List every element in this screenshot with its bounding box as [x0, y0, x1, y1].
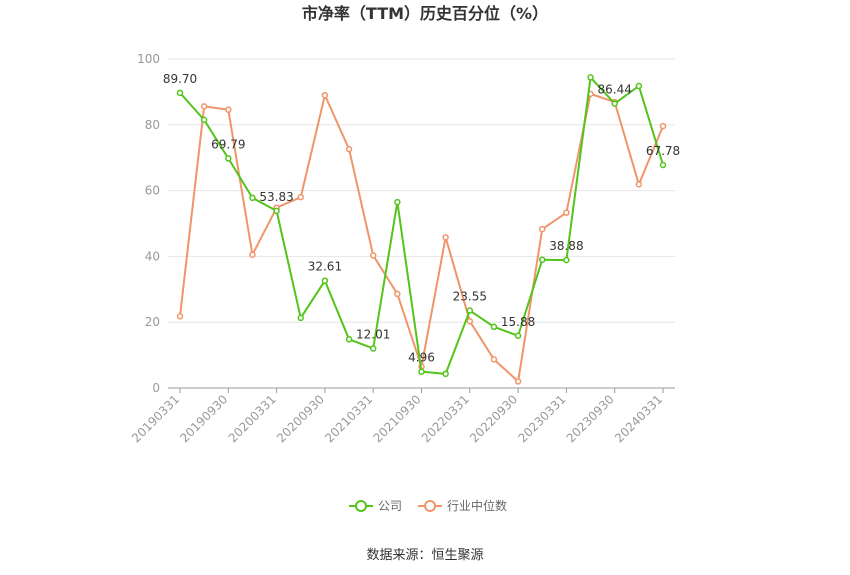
series-line	[179, 92, 664, 383]
data-point	[176, 89, 184, 97]
data-point	[587, 74, 594, 81]
legend: 公司 行业中位数	[349, 498, 507, 513]
data-point	[176, 313, 184, 320]
x-tick-label: 20190930	[177, 392, 230, 445]
data-label: 15.88	[501, 315, 535, 329]
y-tick-label: 80	[145, 118, 160, 132]
data-label: 89.70	[163, 72, 197, 86]
data-label: 86.44	[598, 83, 632, 97]
x-tick-label: 20230331	[515, 392, 568, 445]
data-label: 23.55	[453, 290, 487, 304]
data-point	[466, 317, 474, 325]
data-point	[225, 106, 232, 113]
data-point	[611, 100, 618, 107]
x-tick-label: 20210331	[322, 392, 375, 445]
y-tick-label: 40	[145, 249, 160, 263]
legend-marker	[355, 500, 367, 512]
x-tick-label: 20200930	[274, 392, 327, 445]
legend-label: 公司	[378, 499, 402, 513]
data-point	[369, 252, 377, 259]
y-tick-label: 100	[137, 52, 160, 66]
data-label: 53.83	[259, 190, 293, 204]
y-tick-label: 0	[152, 381, 160, 395]
data-point	[297, 193, 304, 201]
x-tick-label: 20240331	[612, 392, 665, 445]
data-point	[490, 356, 498, 363]
data-point	[345, 145, 353, 153]
data-point	[563, 209, 570, 216]
data-point	[466, 307, 474, 314]
data-point	[273, 207, 280, 215]
axes: 0 20 40 60 80 100 2019033120190930202003312020…	[129, 52, 675, 445]
data-point	[249, 251, 256, 259]
x-tick-label: 20200331	[226, 392, 279, 445]
x-tick-label: 20210930	[371, 392, 424, 445]
source-note: 数据来源：恒生聚源	[366, 548, 483, 563]
data-point	[490, 323, 498, 331]
data-point	[394, 290, 401, 298]
data-labels: 89.70 69.79 53.83 32.61 12.01 4.96 23.55 15.88 3…	[163, 72, 680, 365]
x-tick-label: 20220331	[419, 392, 472, 445]
data-label: 38.88	[549, 239, 583, 253]
y-tick-label: 20	[145, 315, 160, 329]
data-point	[563, 256, 570, 264]
chart-title: 市净率（TTM）历史百分位（%）	[302, 4, 548, 23]
data-point	[659, 122, 667, 130]
data-point	[321, 91, 329, 99]
y-tick-label: 60	[145, 184, 160, 198]
data-point	[225, 155, 232, 162]
data-label: 69.79	[211, 137, 245, 151]
grid-lines	[168, 58, 675, 323]
data-point	[539, 256, 546, 263]
data-point	[442, 234, 449, 241]
legend-marker	[424, 500, 436, 512]
data-point	[635, 82, 643, 90]
x-tick-label: 20190331	[129, 392, 182, 445]
data-point	[249, 194, 256, 202]
data-point	[394, 198, 401, 206]
series-group	[176, 74, 667, 385]
data-point	[321, 277, 329, 284]
data-point	[514, 332, 522, 340]
data-point	[345, 336, 353, 343]
data-point	[539, 225, 546, 233]
data-label: 67.78	[646, 144, 680, 158]
x-tick-label: 20230930	[564, 392, 617, 445]
data-point	[514, 378, 522, 385]
data-point	[297, 314, 304, 322]
data-label: 32.61	[308, 260, 342, 274]
data-point	[200, 103, 208, 110]
data-point	[200, 116, 208, 124]
data-point	[442, 370, 449, 378]
data-label: 12.01	[356, 327, 390, 341]
data-label: 4.96	[408, 351, 435, 365]
data-point	[418, 368, 425, 375]
data-point	[635, 181, 643, 188]
x-tick-label: 20220930	[467, 392, 520, 445]
data-point	[369, 345, 377, 352]
data-point	[659, 161, 667, 169]
legend-label: 行业中位数	[447, 498, 507, 513]
series-line	[179, 76, 664, 375]
